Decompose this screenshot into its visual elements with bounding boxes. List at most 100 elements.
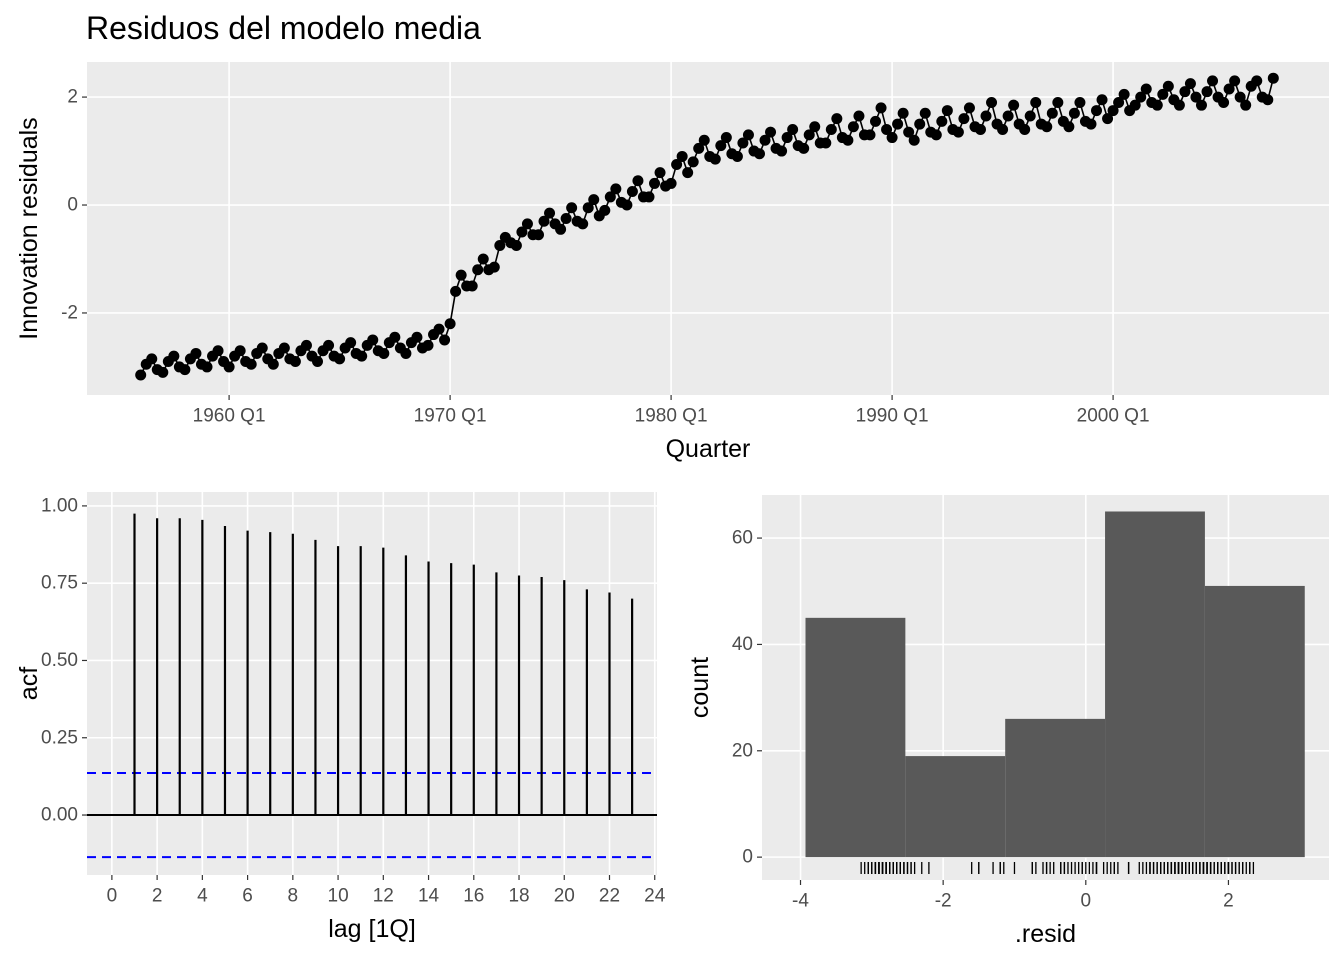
data-point <box>870 115 882 127</box>
x-tick-label: 16 <box>463 886 484 907</box>
data-point <box>753 148 765 160</box>
x-axis-title: Quarter <box>666 435 751 463</box>
data-point <box>798 142 810 154</box>
data-point <box>742 129 754 141</box>
y-tick-label: 2 <box>67 87 78 108</box>
data-point <box>1135 91 1147 103</box>
data-point <box>604 191 616 203</box>
x-tick-label: 18 <box>508 886 529 907</box>
data-point <box>803 129 815 141</box>
data-point <box>930 129 942 141</box>
data-point <box>765 126 777 138</box>
data-point <box>952 126 964 138</box>
data-point <box>234 345 246 357</box>
data-point <box>245 358 257 370</box>
histogram-bar <box>1105 511 1205 858</box>
data-point <box>400 347 412 359</box>
data-point <box>914 118 926 130</box>
x-tick-label: 1960 Q1 <box>193 406 266 427</box>
x-tick-label: 6 <box>242 886 253 907</box>
data-point <box>433 323 445 335</box>
data-point <box>538 215 550 227</box>
data-point <box>687 156 699 168</box>
data-point <box>1151 99 1163 111</box>
data-point <box>532 229 544 241</box>
x-tick-label: 2000 Q1 <box>1077 406 1150 427</box>
data-point <box>345 337 357 349</box>
data-point <box>488 261 500 273</box>
x-tick-label: 2 <box>1223 891 1234 912</box>
data-point <box>201 361 213 373</box>
data-point <box>521 218 533 230</box>
y-tick-label: 0.25 <box>41 727 78 748</box>
data-point <box>908 134 920 146</box>
data-point <box>494 240 506 252</box>
data-point <box>776 145 788 157</box>
data-point <box>936 115 948 127</box>
data-point <box>853 110 865 122</box>
y-tick-label: 60 <box>732 528 753 549</box>
data-point <box>980 110 992 122</box>
y-tick-label: 20 <box>732 740 753 761</box>
data-point <box>886 132 898 144</box>
x-axis-title: lag [1Q] <box>328 915 416 943</box>
y-axis-title: Innovation residuals <box>15 117 43 339</box>
x-tick-label: 0 <box>1081 891 1092 912</box>
data-point <box>974 123 986 135</box>
data-point <box>190 347 202 359</box>
histogram-bar <box>905 756 1006 858</box>
data-point <box>477 253 489 265</box>
y-tick-label: -2 <box>61 302 78 323</box>
data-point <box>1184 78 1196 90</box>
data-point <box>289 356 301 368</box>
data-point <box>560 213 572 225</box>
histogram-bar <box>1005 718 1106 858</box>
data-point <box>566 202 578 214</box>
data-point <box>1091 105 1103 117</box>
data-point <box>444 318 456 330</box>
data-point <box>649 177 661 189</box>
y-axis-title: count <box>686 657 714 718</box>
data-point <box>1157 88 1169 100</box>
data-point <box>654 167 666 179</box>
data-point <box>1179 86 1191 98</box>
chart-title: Residuos del modelo media <box>86 10 481 46</box>
data-point <box>1002 110 1014 122</box>
data-point <box>781 132 793 144</box>
data-point <box>676 150 688 162</box>
data-point <box>135 369 147 381</box>
data-point <box>665 177 677 189</box>
data-point <box>422 339 434 351</box>
data-point <box>820 137 832 149</box>
data-point <box>759 134 771 146</box>
data-point <box>632 175 644 187</box>
data-point <box>831 113 843 125</box>
data-point <box>715 140 727 152</box>
data-point <box>693 142 705 154</box>
data-point <box>1063 121 1075 133</box>
x-tick-label: 10 <box>328 886 349 907</box>
data-point <box>1008 99 1020 111</box>
x-tick-label: 0 <box>107 886 118 907</box>
data-point <box>1046 107 1058 119</box>
data-point <box>1096 94 1108 106</box>
data-point <box>1074 96 1086 108</box>
data-point <box>1190 91 1202 103</box>
data-point <box>787 123 799 135</box>
x-tick-label: 8 <box>288 886 299 907</box>
data-point <box>311 356 323 368</box>
data-point <box>671 159 683 171</box>
data-point <box>825 123 837 135</box>
data-point <box>367 334 379 346</box>
data-point <box>450 285 462 297</box>
data-point <box>731 150 743 162</box>
data-point <box>610 183 622 195</box>
data-point <box>1129 99 1141 111</box>
data-point <box>577 218 589 230</box>
x-tick-label: 1990 Q1 <box>856 406 929 427</box>
x-tick-label: 1980 Q1 <box>635 406 708 427</box>
y-tick-label: 0.50 <box>41 650 78 671</box>
data-point <box>1223 83 1235 95</box>
